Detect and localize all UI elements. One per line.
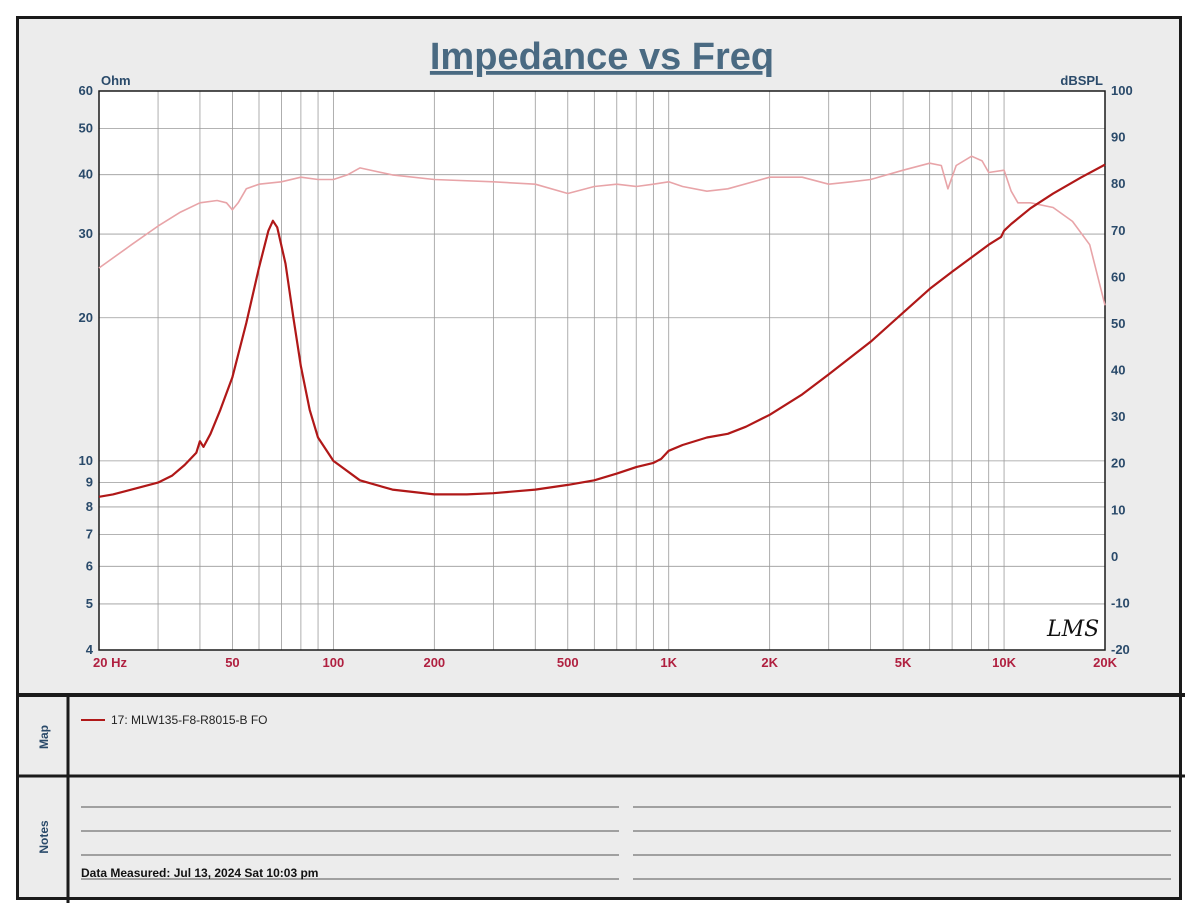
right-tick-label: 20 — [1111, 456, 1125, 471]
left-tick-label: 10 — [79, 453, 93, 468]
left-tick-label: 8 — [86, 499, 93, 514]
x-tick-label: 20K — [1093, 655, 1117, 670]
x-tick-label: 20 Hz — [93, 655, 127, 670]
x-tick-label: 500 — [557, 655, 579, 670]
right-tick-label: 80 — [1111, 176, 1125, 191]
chart-frame: Impedance vs Freq Ohm dBSPL 60 50 40 30 20 10… — [16, 16, 1185, 903]
left-tick-label: 7 — [86, 526, 93, 541]
spl-series-line — [98, 155, 1106, 306]
notes-lines — [81, 806, 1171, 880]
right-tick-label: 30 — [1111, 409, 1125, 424]
grid-lines — [98, 90, 1106, 651]
x-tick-label: 50 — [225, 655, 239, 670]
left-tick-label: 20 — [79, 310, 93, 325]
measured-date-text: Data Measured: Jul 13, 2024 Sat 10:03 pm — [81, 866, 318, 880]
right-axis-unit: dBSPL — [1060, 73, 1103, 88]
x-tick-label: 10K — [992, 655, 1016, 670]
notes-panel-label: Notes — [37, 820, 51, 854]
right-tick-label: 70 — [1111, 223, 1125, 238]
left-axis-unit: Ohm — [101, 73, 131, 88]
chart-title: Impedance vs Freq — [430, 36, 774, 78]
x-tick-label: 5K — [895, 655, 912, 670]
map-panel-label: Map — [37, 725, 51, 749]
lms-annotation: LMS — [1046, 617, 1099, 642]
right-tick-label: 90 — [1111, 130, 1125, 145]
right-tick-label: 40 — [1111, 363, 1125, 378]
x-tick-label: 2K — [761, 655, 778, 670]
left-tick-label: 5 — [86, 596, 93, 611]
plot-border — [98, 90, 1106, 651]
series-layer — [98, 155, 1106, 498]
legend-item-label: 17: MLW135-F8-R8015-B FO — [111, 713, 268, 727]
right-tick-label: -10 — [1111, 595, 1130, 610]
right-tick-label: 10 — [1111, 502, 1125, 517]
left-tick-labels: 60 50 40 30 20 10 9 8 7 6 5 4 — [79, 83, 94, 657]
left-tick-label: 30 — [79, 226, 93, 241]
x-tick-label: 200 — [423, 655, 445, 670]
x-tick-label: 1K — [660, 655, 677, 670]
right-tick-label: 0 — [1111, 549, 1118, 564]
x-tick-label: 100 — [323, 655, 345, 670]
impedance-chart: Impedance vs Freq Ohm dBSPL 605040302010… — [19, 36, 1185, 903]
right-tick-label: 100 — [1111, 83, 1133, 98]
left-tick-label: 9 — [86, 475, 93, 490]
left-tick-label: 4 — [86, 642, 94, 657]
impedance-series-line — [98, 163, 1106, 498]
left-tick-label: 50 — [79, 121, 93, 136]
x-tick-labels: 20 Hz 50 100 200 500 1K 2K 5K 10K 20K — [93, 655, 1118, 670]
left-tick-label: 6 — [86, 558, 93, 573]
right-tick-label: -20 — [1111, 642, 1130, 657]
left-tick-label: 40 — [79, 167, 93, 182]
right-tick-label: 60 — [1111, 269, 1125, 284]
left-tick-label: 60 — [79, 83, 93, 98]
right-tick-label: 50 — [1111, 316, 1125, 331]
